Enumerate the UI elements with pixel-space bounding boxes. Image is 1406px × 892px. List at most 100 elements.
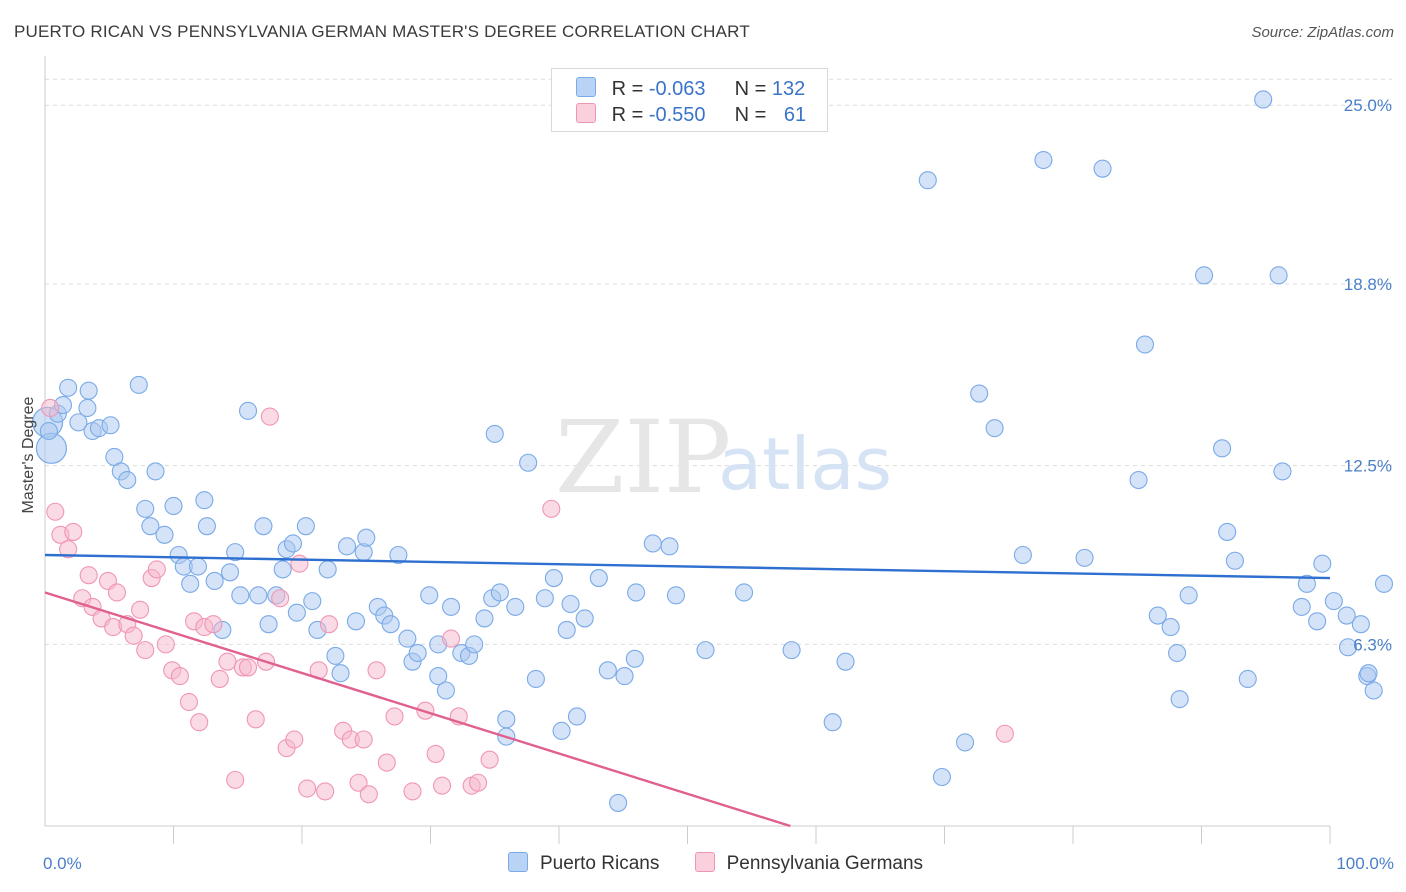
data-point <box>1338 638 1358 657</box>
data-point <box>283 534 303 553</box>
data-point <box>643 534 662 553</box>
data-point <box>381 615 400 634</box>
data-point <box>836 652 855 671</box>
legend-swatch-pink <box>576 103 596 123</box>
data-point <box>575 609 594 628</box>
data-point <box>136 641 155 660</box>
data-point <box>1337 606 1356 625</box>
data-point <box>389 545 408 565</box>
data-point <box>238 658 258 677</box>
n-value: 61 <box>783 104 807 126</box>
data-point <box>226 543 245 562</box>
r-label: R = <box>611 78 649 100</box>
data-point <box>429 667 448 686</box>
data-point <box>1364 681 1383 700</box>
data-point <box>164 496 183 516</box>
data-point <box>41 398 60 418</box>
data-point <box>195 491 214 510</box>
x-tick-label: 0.0% <box>43 854 82 873</box>
legend-swatch-blue <box>508 852 528 872</box>
data-point <box>1170 690 1189 709</box>
data-point <box>408 643 427 663</box>
data-point <box>107 583 127 602</box>
legend-row-pennsylvania-germans: R = -0.550 N = 61 <box>576 103 806 127</box>
data-point <box>544 569 563 588</box>
data-point <box>273 560 292 579</box>
data-point <box>1129 470 1148 490</box>
data-point <box>398 629 417 648</box>
data-point <box>403 782 422 801</box>
data-point <box>1324 592 1343 611</box>
data-point <box>357 528 376 547</box>
data-point <box>956 733 975 752</box>
data-point <box>485 424 504 443</box>
data-point <box>480 750 499 769</box>
data-point <box>475 609 494 628</box>
data-point <box>64 522 83 541</box>
data-point <box>59 540 78 559</box>
data-point <box>59 378 78 397</box>
y-tick-label: 25.0% <box>1344 96 1392 115</box>
data-point <box>1313 554 1332 573</box>
data-point <box>79 381 98 400</box>
data-point <box>1013 545 1032 565</box>
n-label: N = <box>734 78 772 100</box>
data-point <box>141 517 160 536</box>
data-point <box>1225 551 1244 570</box>
data-point <box>420 586 439 605</box>
data-point <box>542 499 561 518</box>
trend-line <box>44 553 1331 580</box>
data-point <box>609 793 628 812</box>
source-credit: Source: ZipAtlas.com <box>1251 24 1394 41</box>
data-point <box>1297 574 1316 593</box>
data-point <box>188 557 207 576</box>
data-point <box>1269 266 1288 285</box>
legend-swatch-blue <box>576 77 596 97</box>
data-point <box>615 667 634 686</box>
data-point <box>254 517 273 536</box>
data-point <box>497 710 516 729</box>
data-point <box>101 416 120 435</box>
data-point <box>385 707 404 726</box>
data-point <box>46 502 65 521</box>
watermark-atlas: atlas <box>718 422 892 506</box>
data-point <box>1148 606 1167 625</box>
data-point <box>170 667 189 686</box>
data-point <box>303 592 322 611</box>
series-puerto-ricans <box>31 90 1394 812</box>
data-point <box>985 419 1004 438</box>
data-point <box>696 641 715 660</box>
data-point <box>146 462 165 481</box>
data-point <box>1213 439 1232 458</box>
data-point <box>290 554 309 573</box>
data-point <box>210 669 229 689</box>
data-point <box>190 713 209 732</box>
data-point <box>970 384 989 403</box>
data-point <box>78 398 97 418</box>
data-point <box>782 641 801 660</box>
legend-item-pennsylvania-germans: Pennsylvania Germans <box>694 852 923 875</box>
data-point <box>147 560 166 579</box>
data-point <box>337 537 357 556</box>
data-point <box>442 629 461 648</box>
trend-lines <box>44 553 1331 828</box>
data-point <box>995 724 1014 743</box>
data-point <box>1168 643 1187 663</box>
data-point <box>465 635 484 654</box>
series-legend: Puerto Ricans Pennsylvania Germans <box>508 852 953 875</box>
data-point <box>331 664 350 683</box>
data-point <box>69 413 88 432</box>
data-point <box>249 586 268 605</box>
data-point <box>660 537 679 556</box>
data-point <box>318 560 337 579</box>
chart-title: PUERTO RICAN VS PENNSYLVANIA GERMAN MAST… <box>14 22 750 41</box>
data-point <box>118 470 137 490</box>
data-point <box>1254 90 1273 109</box>
data-point <box>367 661 386 680</box>
data-point <box>271 589 290 608</box>
data-point <box>131 600 150 619</box>
data-point <box>220 563 240 582</box>
data-point <box>823 713 842 732</box>
data-point <box>179 692 198 712</box>
legend-label: Puerto Ricans <box>540 853 660 874</box>
